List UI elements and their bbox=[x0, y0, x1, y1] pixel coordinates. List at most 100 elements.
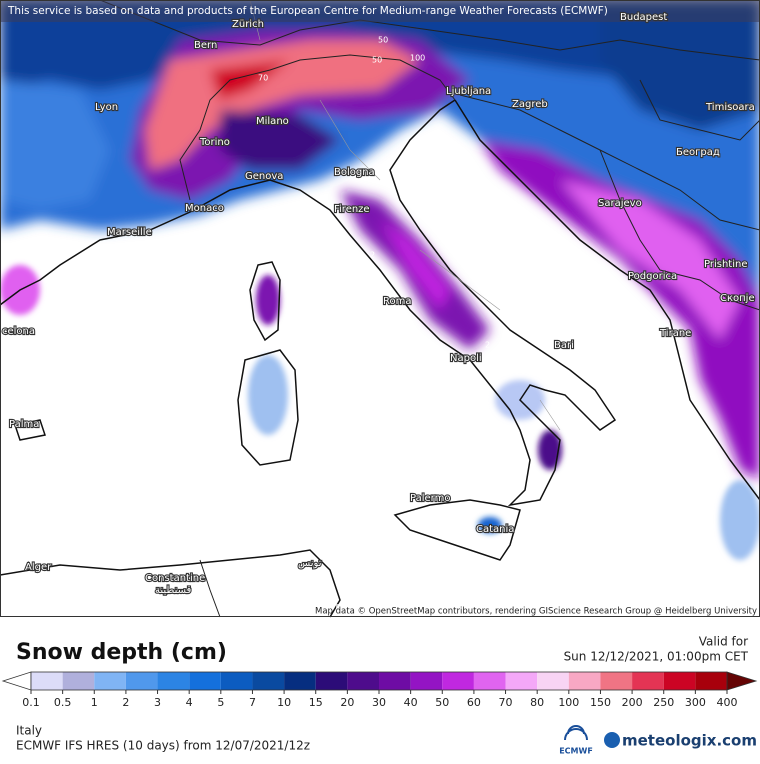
color-swatch bbox=[157, 672, 190, 690]
meteologix-logo: meteologix.com bbox=[604, 732, 757, 750]
contour-label: 50 bbox=[372, 56, 382, 65]
color-swatch bbox=[505, 672, 538, 690]
tick-label: 60 bbox=[467, 696, 481, 709]
tick-label: 0.5 bbox=[54, 696, 72, 709]
contour-labels: 50 50 100 70 2 2 bbox=[258, 36, 490, 350]
notice: This service is based on data and produc… bbox=[7, 5, 608, 17]
coastlines bbox=[0, 99, 760, 618]
city-label: Bologna bbox=[334, 167, 375, 178]
tick-label: 10 bbox=[277, 696, 291, 709]
city-label: Alger bbox=[25, 562, 52, 573]
attribution-bg bbox=[336, 604, 760, 617]
colorbar: 0.1 0.5 1 2 3 4 5 7 10 15 20 30 40 50 60 70 80 100 150 200 2… bbox=[1, 671, 758, 709]
city-label: Milano bbox=[256, 116, 289, 127]
city-label: Bari bbox=[554, 340, 574, 351]
tick-label: 300 bbox=[685, 696, 706, 709]
tick-label: 5 bbox=[217, 696, 224, 709]
tick-label: 150 bbox=[590, 696, 611, 709]
contour-label: 2 bbox=[485, 341, 490, 350]
tick-label: 30 bbox=[372, 696, 386, 709]
color-swatch bbox=[220, 672, 253, 690]
city-label: Palma bbox=[9, 419, 39, 430]
city-label: Marseille bbox=[107, 227, 152, 238]
tick-label: 7 bbox=[249, 696, 256, 709]
title: Snow depth (cm) bbox=[16, 640, 227, 665]
color-swatch bbox=[632, 672, 664, 690]
notice-bar bbox=[0, 0, 760, 22]
model: ECMWF IFS HRES (10 days) from 12/07/2021… bbox=[16, 739, 310, 753]
city-label: Budapest bbox=[620, 12, 667, 23]
city-label: Sarajevo bbox=[598, 198, 642, 209]
snow-field bbox=[0, 0, 760, 480]
city-label: قسنطينة bbox=[155, 585, 192, 596]
tick-label: 100 bbox=[558, 696, 579, 709]
color-swatch bbox=[473, 672, 506, 690]
city-label: Napoli bbox=[450, 353, 482, 364]
valid-time: Sun 12/12/2021, 01:00pm CET bbox=[564, 650, 749, 664]
tick-label: 80 bbox=[530, 696, 544, 709]
color-swatch bbox=[568, 672, 601, 690]
ecmwf-logo: ECMWF bbox=[559, 725, 593, 756]
city-label: Constantine bbox=[145, 573, 205, 584]
color-swatch bbox=[125, 672, 158, 690]
tick-label: 70 bbox=[499, 696, 513, 709]
tick-label: 0.1 bbox=[22, 696, 40, 709]
city-labels: Bern Zürich Budapest Lyon Milano Ljublja… bbox=[1, 11, 756, 597]
color-swatch bbox=[695, 672, 727, 690]
city-label: Bern bbox=[194, 40, 217, 51]
city-label: Roma bbox=[383, 296, 412, 307]
color-swatch bbox=[379, 672, 411, 690]
over-arrow bbox=[726, 671, 758, 691]
color-swatch bbox=[252, 672, 285, 690]
city-label: Palermo bbox=[410, 493, 450, 504]
city-label: Tirane bbox=[659, 328, 691, 339]
city-label: Timisoara bbox=[705, 102, 755, 113]
color-swatch bbox=[663, 672, 696, 690]
tick-label: 15 bbox=[309, 696, 323, 709]
color-swatch bbox=[537, 672, 569, 690]
color-swatch bbox=[315, 672, 348, 690]
tick-label: 2 bbox=[122, 696, 129, 709]
color-swatch bbox=[347, 672, 379, 690]
color-swatch bbox=[189, 672, 221, 690]
map: This service is based on data and produc… bbox=[0, 0, 760, 618]
tick-label: 250 bbox=[653, 696, 674, 709]
city-label: Prishtine bbox=[704, 259, 747, 270]
city-label: Zürich bbox=[232, 19, 264, 30]
tick-label: 4 bbox=[186, 696, 193, 709]
tick-label: 50 bbox=[435, 696, 449, 709]
ecmwf-text: ECMWF bbox=[559, 747, 593, 756]
city-label: Скопје bbox=[720, 292, 755, 304]
color-swatch bbox=[94, 672, 126, 690]
city-label: Catania bbox=[476, 524, 514, 535]
contour-label: 2 bbox=[370, 251, 375, 260]
color-swatch bbox=[442, 672, 474, 690]
contour-label: 70 bbox=[258, 74, 268, 83]
valid-label: Valid for bbox=[699, 635, 748, 649]
tick-label: 400 bbox=[717, 696, 738, 709]
legend-panel: Snow depth (cm) Valid for Sun 12/12/2021… bbox=[1, 635, 758, 756]
city-label: Monaco bbox=[185, 203, 224, 214]
city-label: celona bbox=[2, 326, 35, 337]
city-label: Zagreb bbox=[512, 99, 548, 110]
meteologix-text: meteologix.com bbox=[622, 732, 757, 750]
city-label: Firenze bbox=[334, 204, 370, 215]
city-label: Genova bbox=[245, 171, 283, 182]
contour-label: 50 bbox=[378, 36, 388, 45]
city-label: تونس bbox=[298, 558, 322, 569]
city-label: Ljubljana bbox=[446, 86, 491, 97]
color-swatch bbox=[600, 672, 633, 690]
color-swatch bbox=[62, 672, 95, 690]
tick-label: 40 bbox=[404, 696, 418, 709]
color-swatch bbox=[31, 672, 63, 690]
tick-label: 3 bbox=[154, 696, 161, 709]
region: Italy bbox=[16, 724, 42, 738]
attribution: Map data © OpenStreetMap contributors, r… bbox=[315, 607, 757, 617]
color-swatch bbox=[410, 672, 443, 690]
tick-label: 20 bbox=[340, 696, 354, 709]
under-arrow bbox=[1, 671, 32, 691]
tick-label: 200 bbox=[622, 696, 643, 709]
city-label: Београд bbox=[676, 147, 720, 158]
city-label: Lyon bbox=[95, 102, 118, 113]
